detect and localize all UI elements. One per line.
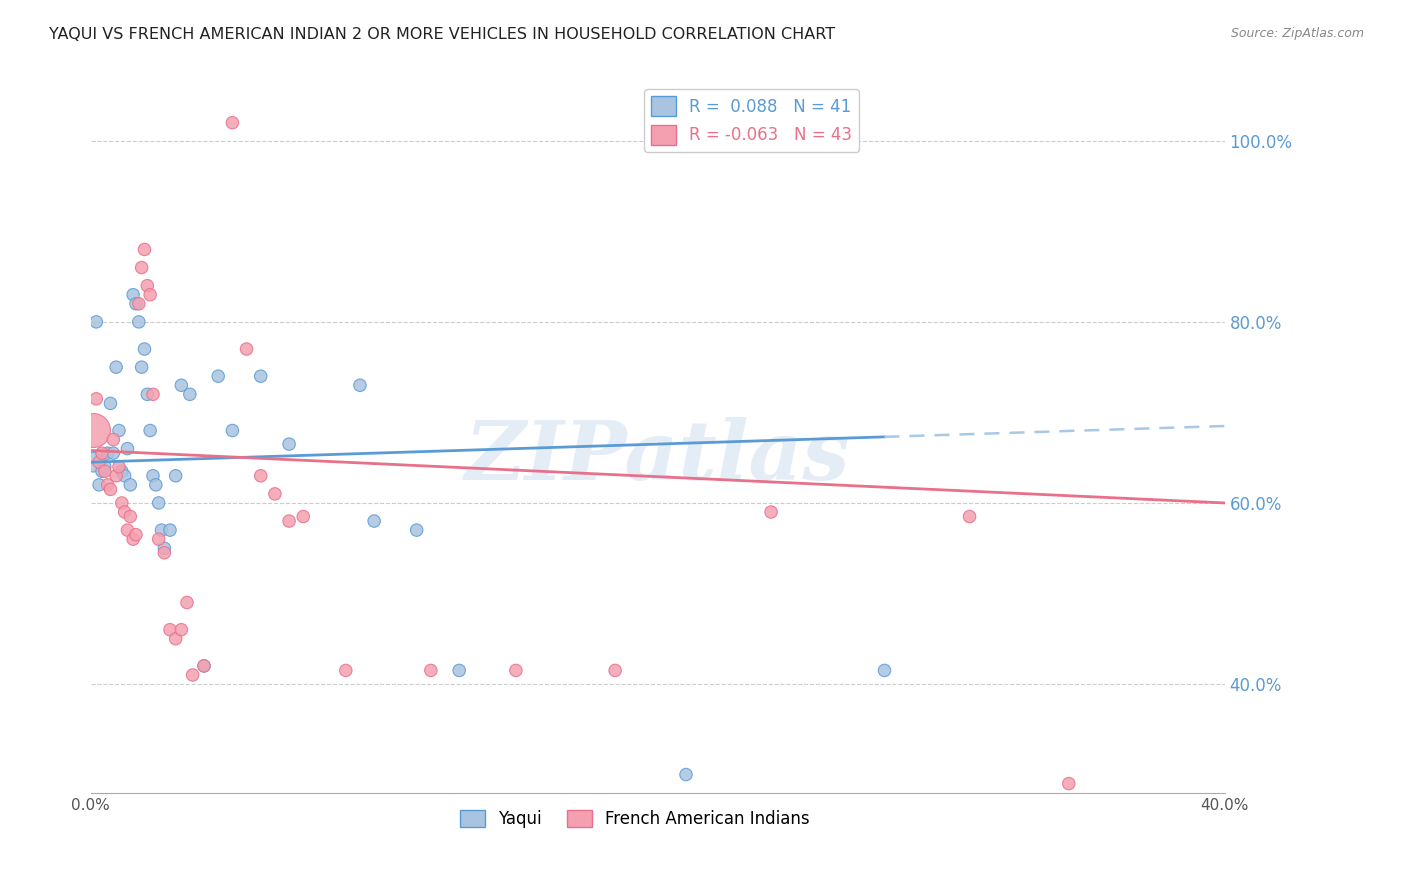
Point (131, 260, 153, 275)
Point (1057, 776, 1080, 790)
Point (505, 664, 527, 678)
Point (419, 664, 441, 678)
Point (335, 664, 357, 678)
Point (873, 664, 896, 678)
Point (148, 496, 170, 510)
Point (108, 459, 131, 474)
Point (278, 437, 301, 451)
Point (363, 514, 385, 528)
Point (103, 446, 125, 460)
Point (142, 468, 165, 483)
Point (159, 523, 181, 537)
Point (128, 297, 150, 311)
Point (117, 523, 139, 537)
Point (159, 623, 181, 637)
Point (170, 378, 193, 392)
Point (117, 442, 139, 456)
Point (193, 659, 215, 673)
Legend: Yaqui, French American Indians: Yaqui, French American Indians (453, 803, 817, 834)
Point (82, 424, 104, 438)
Point (82, 455, 104, 469)
Point (249, 369, 271, 384)
Point (153, 546, 176, 560)
Point (145, 478, 167, 492)
Point (84, 315, 107, 329)
Point (87, 455, 110, 469)
Point (278, 514, 301, 528)
Point (136, 278, 159, 293)
Point (449, 664, 471, 678)
Point (139, 424, 162, 438)
Point (97, 478, 120, 492)
Point (122, 532, 145, 546)
Point (128, 315, 150, 329)
Point (675, 767, 697, 781)
Text: YAQUI VS FRENCH AMERICAN INDIAN 2 OR MORE VEHICLES IN HOUSEHOLD CORRELATION CHAR: YAQUI VS FRENCH AMERICAN INDIAN 2 OR MOR… (49, 27, 835, 42)
Point (221, 424, 243, 438)
Text: Source: ZipAtlas.com: Source: ZipAtlas.com (1230, 27, 1364, 40)
Point (349, 378, 371, 392)
Point (170, 623, 193, 637)
Point (114, 505, 136, 519)
Point (292, 509, 315, 524)
Point (142, 387, 165, 401)
Point (125, 297, 148, 311)
Point (100, 396, 122, 410)
Point (120, 509, 142, 524)
Point (176, 595, 198, 609)
Point (136, 387, 159, 401)
Point (122, 287, 145, 301)
Point (111, 464, 134, 478)
Point (959, 509, 981, 524)
Point (150, 523, 173, 537)
Point (405, 523, 427, 537)
Point (91, 464, 114, 478)
Point (207, 369, 229, 384)
Point (153, 541, 176, 556)
Point (105, 360, 128, 375)
Point (139, 287, 162, 301)
Point (179, 387, 201, 401)
Point (91, 446, 114, 460)
Point (103, 433, 125, 447)
Point (84, 392, 107, 406)
Point (114, 468, 136, 483)
Text: ZIPatlas: ZIPatlas (465, 417, 851, 497)
Point (605, 664, 627, 678)
Point (100, 483, 122, 497)
Point (181, 668, 204, 682)
Point (105, 468, 128, 483)
Point (193, 659, 215, 673)
Point (111, 496, 134, 510)
Point (94, 459, 117, 474)
Point (108, 424, 131, 438)
Point (165, 632, 187, 646)
Point (120, 478, 142, 492)
Point (134, 243, 156, 257)
Point (235, 342, 257, 356)
Point (125, 527, 148, 541)
Point (94, 464, 117, 478)
Point (131, 360, 153, 375)
Point (134, 342, 156, 356)
Point (97, 446, 120, 460)
Point (165, 468, 187, 483)
Point (759, 505, 782, 519)
Point (148, 532, 170, 546)
Point (264, 487, 287, 501)
Point (249, 468, 271, 483)
Point (87, 478, 110, 492)
Point (221, 116, 243, 130)
